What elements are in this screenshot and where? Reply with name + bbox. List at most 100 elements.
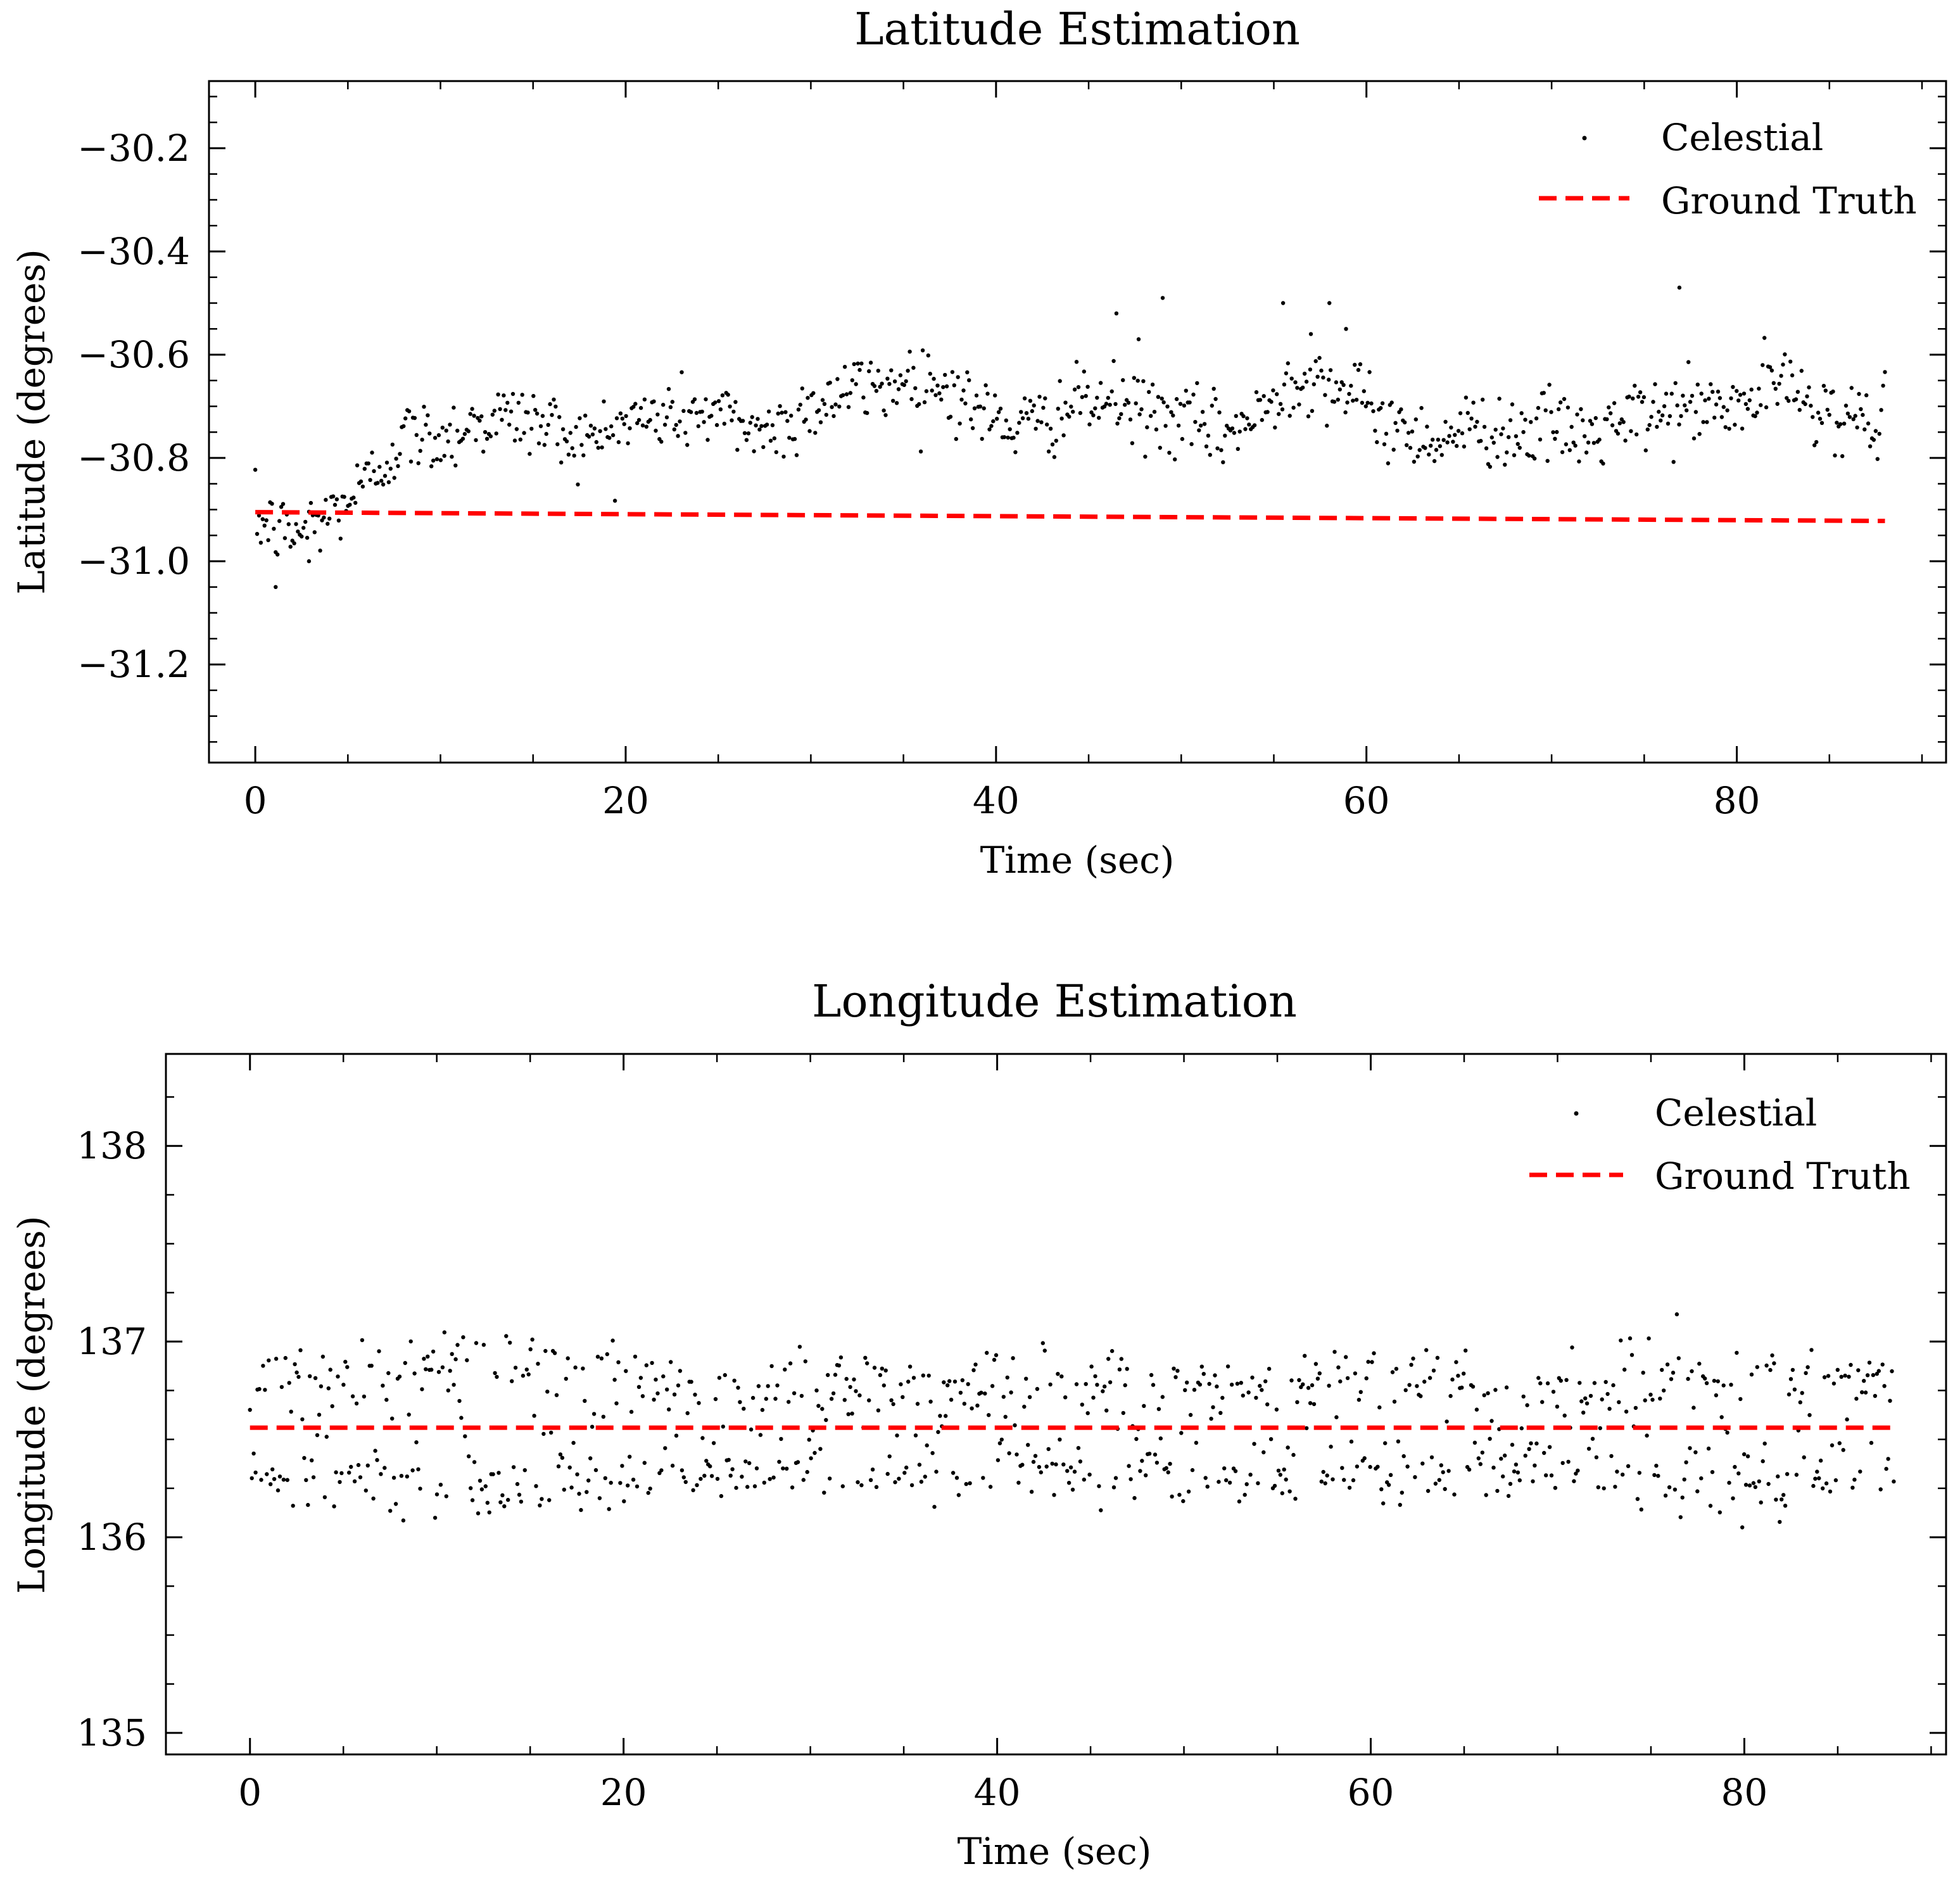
celestial-point <box>1035 419 1040 423</box>
celestial-point <box>664 415 669 420</box>
celestial-point <box>792 1391 797 1395</box>
celestial-point <box>1061 1462 1066 1467</box>
celestial-point <box>504 1334 509 1338</box>
celestial-point <box>852 1377 856 1382</box>
celestial-point <box>1639 1507 1643 1512</box>
celestial-point <box>704 1459 709 1463</box>
celestial-point <box>1362 389 1366 393</box>
celestial-point <box>1085 384 1090 389</box>
celestial-point <box>654 1378 658 1382</box>
celestial-point <box>1660 413 1665 417</box>
celestial-point <box>1717 396 1723 400</box>
celestial-point <box>1493 428 1498 432</box>
celestial-point <box>1171 413 1175 418</box>
celestial-point <box>635 421 640 426</box>
celestial-point <box>512 438 517 443</box>
celestial-point <box>1191 392 1196 397</box>
celestial-point <box>1688 400 1693 404</box>
celestial-point <box>696 424 701 429</box>
celestial-point <box>1495 455 1500 459</box>
celestial-point <box>371 1496 376 1501</box>
celestial-point <box>250 1476 254 1481</box>
celestial-point <box>594 440 598 445</box>
celestial-point <box>1282 1468 1286 1472</box>
celestial-point <box>511 1465 516 1469</box>
celestial-point <box>1553 1486 1558 1490</box>
celestial-point <box>716 399 721 403</box>
celestial-point <box>876 369 881 373</box>
celestial-point <box>1562 396 1567 402</box>
celestial-point <box>1142 1404 1146 1408</box>
celestial-point <box>642 397 647 402</box>
celestial-point <box>1048 426 1053 431</box>
celestial-point <box>681 1475 686 1480</box>
celestial-point <box>1362 1456 1367 1461</box>
celestial-point <box>1312 382 1316 386</box>
celestial-point <box>982 406 986 410</box>
celestial-point <box>1770 1353 1774 1358</box>
celestial-point <box>1566 1459 1571 1464</box>
celestial-point <box>322 515 326 520</box>
celestial-point <box>583 1398 587 1403</box>
celestial-point <box>1759 403 1763 407</box>
celestial-point <box>638 1376 643 1380</box>
celestial-point <box>1242 1492 1247 1497</box>
celestial-point <box>1596 1485 1600 1490</box>
celestial-point <box>1777 381 1781 386</box>
celestial-point <box>670 1463 675 1468</box>
celestial-point <box>1533 1463 1537 1468</box>
celestial-point <box>944 1414 948 1418</box>
celestial-point <box>1473 424 1477 429</box>
celestial-point <box>956 375 960 379</box>
celestial-point <box>1413 1475 1417 1480</box>
celestial-point <box>954 436 959 441</box>
celestial-point <box>1855 425 1859 430</box>
celestial-point <box>1356 1397 1362 1402</box>
celestial-point <box>418 448 422 453</box>
celestial-point <box>1605 417 1609 422</box>
celestial-point <box>369 1364 374 1368</box>
celestial-point <box>1804 1371 1808 1376</box>
celestial-point <box>1145 425 1149 429</box>
celestial-point <box>1594 1455 1599 1460</box>
celestial-point <box>1020 416 1025 421</box>
celestial-point <box>640 423 645 428</box>
celestial-point <box>1691 1405 1696 1410</box>
celestial-point <box>758 1433 763 1437</box>
celestial-point <box>1697 432 1702 436</box>
celestial-point <box>1175 1369 1180 1373</box>
celestial-point <box>766 409 771 414</box>
celestial-point <box>700 409 704 414</box>
celestial-point <box>1667 1485 1672 1490</box>
celestial-point <box>1375 440 1379 445</box>
celestial-point <box>1512 453 1517 457</box>
celestial-point <box>574 424 578 429</box>
celestial-point <box>1106 396 1111 400</box>
celestial-point <box>1597 437 1602 442</box>
celestial-point <box>964 1481 968 1487</box>
celestial-point <box>1078 1459 1083 1464</box>
celestial-point <box>300 534 304 539</box>
celestial-point <box>1345 400 1350 405</box>
celestial-point <box>718 407 723 412</box>
celestial-point <box>1260 1388 1264 1392</box>
celestial-point <box>1828 1489 1833 1494</box>
celestial-point <box>822 402 827 406</box>
celestial-point <box>980 436 984 441</box>
celestial-point <box>1368 1464 1372 1469</box>
celestial-point <box>1626 1464 1631 1468</box>
celestial-point <box>1544 1473 1548 1478</box>
celestial-point <box>779 1436 783 1442</box>
celestial-point <box>262 523 267 528</box>
celestial-point <box>492 409 496 413</box>
celestial-point <box>882 1383 887 1388</box>
celestial-point <box>1126 400 1131 405</box>
celestial-point <box>921 1373 926 1378</box>
celestial-point <box>805 1469 809 1474</box>
celestial-point <box>958 1390 963 1395</box>
celestial-point <box>1489 1419 1494 1423</box>
celestial-point <box>762 1480 767 1485</box>
celestial-point <box>1134 1436 1139 1442</box>
celestial-point <box>760 1407 765 1412</box>
